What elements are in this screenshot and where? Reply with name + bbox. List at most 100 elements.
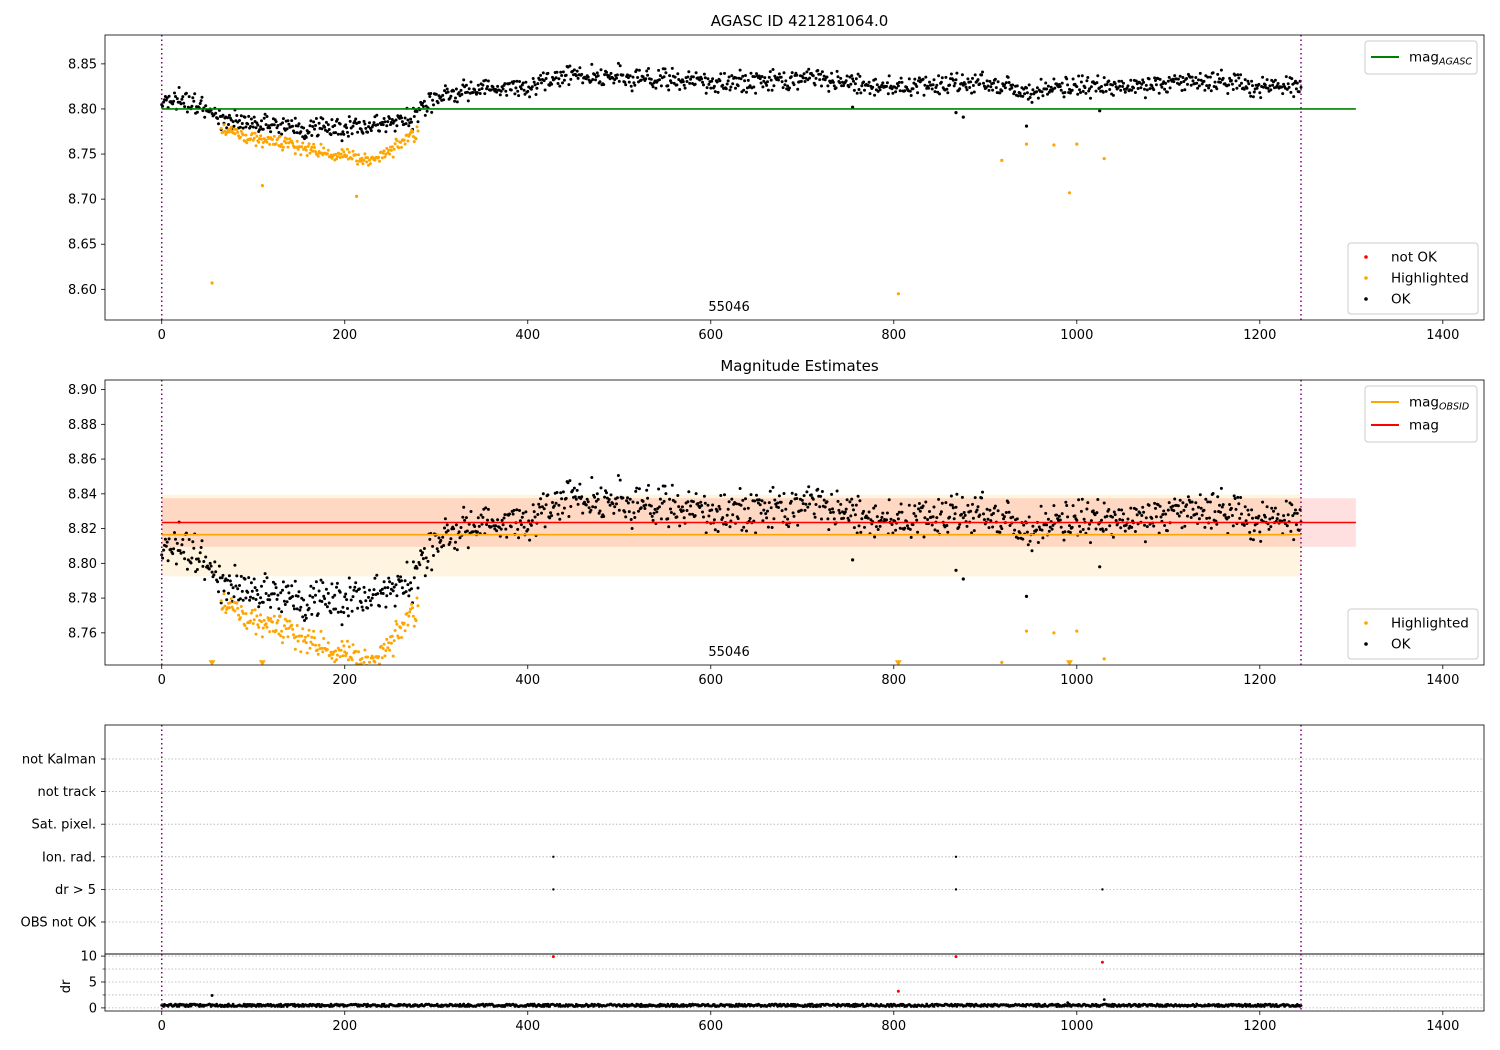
data-point (701, 510, 704, 514)
data-point (1219, 510, 1222, 514)
data-point (1289, 529, 1293, 533)
data-point (1075, 85, 1079, 89)
data-point (339, 610, 343, 614)
data-point (254, 598, 258, 601)
data-point (324, 587, 328, 591)
data-point (1000, 527, 1004, 531)
data-point (598, 509, 602, 513)
data-point (476, 83, 480, 87)
data-point (721, 516, 725, 520)
data-point (1262, 85, 1265, 89)
data-point (400, 116, 403, 120)
data-point (354, 153, 358, 157)
data-point (199, 99, 203, 103)
data-point (957, 525, 961, 529)
data-point (931, 515, 935, 519)
data-point (1179, 510, 1183, 514)
data-point (886, 92, 890, 96)
data-point (257, 625, 261, 629)
data-point (264, 592, 268, 595)
data-point (900, 510, 904, 514)
data-point (193, 92, 197, 96)
data-point (1178, 498, 1182, 502)
data-point (261, 127, 265, 131)
data-point (327, 601, 331, 605)
data-point (359, 601, 363, 604)
data-point (719, 72, 723, 76)
data-point (897, 80, 901, 84)
data-point (1205, 84, 1209, 88)
data-point (272, 123, 276, 127)
data-point (966, 503, 970, 507)
data-point (564, 73, 568, 77)
data-point (263, 572, 267, 576)
legend-label: OK (1391, 292, 1412, 308)
data-point (542, 507, 546, 511)
data-point (1007, 81, 1011, 84)
panel-magnitude-estimates: 0 200 400 600 800 1000 1200 14008.768.788.808.8… (68, 357, 1485, 688)
data-point (1107, 79, 1111, 83)
legend-box (1364, 385, 1478, 443)
data-point (274, 142, 278, 146)
data-point (439, 539, 443, 542)
data-point (589, 508, 593, 512)
data-point (515, 79, 519, 83)
data-point (422, 99, 426, 103)
data-point (899, 76, 903, 80)
data-point (473, 88, 477, 92)
data-point (1163, 524, 1167, 527)
data-point (702, 83, 705, 87)
data-point (1168, 86, 1172, 90)
data-point (411, 606, 414, 610)
data-point (917, 502, 921, 505)
data-point (932, 505, 936, 509)
data-point (794, 493, 798, 497)
data-point (954, 78, 958, 82)
data-point (228, 601, 232, 605)
data-point (863, 525, 866, 529)
data-point (1070, 525, 1074, 529)
data-point (1226, 92, 1230, 95)
data-point (310, 145, 314, 149)
data-point (918, 509, 922, 513)
data-point (293, 152, 297, 156)
data-point (1268, 84, 1272, 88)
data-point (165, 540, 169, 544)
data-point (251, 125, 255, 129)
data-point (699, 500, 703, 504)
data-point (988, 508, 992, 512)
data-point (993, 77, 997, 81)
data-point (1000, 660, 1004, 665)
data-point (252, 618, 256, 622)
data-point (345, 598, 349, 602)
data-point (532, 80, 536, 84)
data-point (1021, 94, 1025, 98)
data-point (229, 125, 233, 129)
data-point (284, 627, 288, 631)
data-point (259, 125, 263, 129)
data-point (917, 507, 920, 511)
data-point (1186, 82, 1189, 86)
data-point (265, 576, 269, 580)
data-point (1295, 81, 1299, 85)
data-point (201, 109, 205, 113)
data-point (1154, 83, 1158, 87)
data-point (556, 82, 560, 85)
data-point (532, 510, 536, 514)
data-point (550, 82, 554, 86)
data-point (291, 124, 295, 128)
data-point (365, 664, 369, 665)
data-point (881, 81, 885, 85)
data-point-clipped (1065, 660, 1073, 665)
data-point (766, 88, 770, 92)
data-point (554, 501, 558, 505)
data-point (297, 590, 301, 594)
data-point (1176, 77, 1180, 81)
data-point (632, 81, 636, 85)
data-point (307, 606, 311, 610)
data-point (1024, 142, 1029, 146)
data-point (917, 76, 921, 80)
data-point (204, 104, 208, 108)
data-point (820, 517, 823, 521)
